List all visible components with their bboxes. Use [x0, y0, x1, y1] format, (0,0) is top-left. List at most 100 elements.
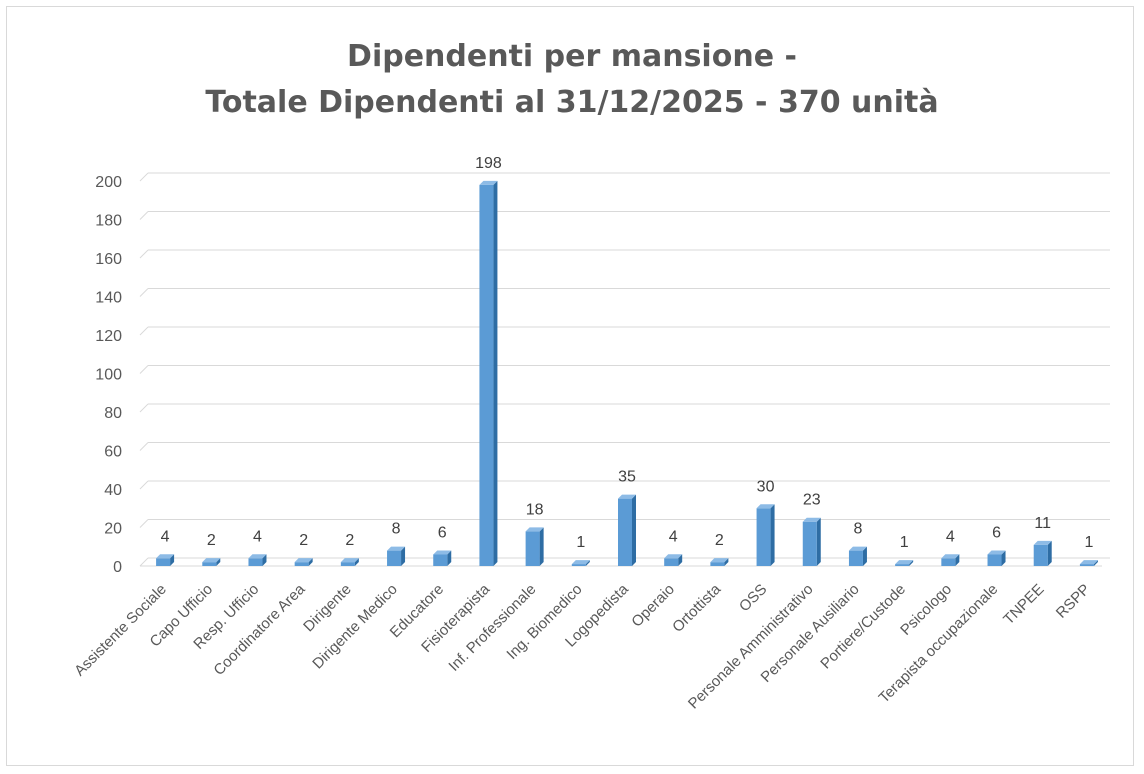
gridline-side-120 [139, 326, 149, 336]
bar-side [816, 517, 821, 566]
gridline-side-200 [139, 172, 149, 182]
bar-15 [848, 546, 867, 566]
data-label: 8 [853, 521, 862, 538]
data-label: 1 [900, 534, 909, 551]
bar-front [941, 558, 956, 566]
bar-side [308, 558, 313, 566]
bar-side [724, 558, 729, 566]
bar-top [340, 558, 359, 563]
bar-front [710, 562, 725, 566]
data-label: 23 [803, 492, 821, 509]
gridline-side-140 [139, 288, 149, 297]
bar-front [802, 521, 817, 566]
data-label: 18 [526, 501, 544, 518]
data-label: 4 [161, 528, 170, 545]
data-label: 1 [1084, 534, 1093, 551]
y-tick-label: 0 [113, 559, 122, 576]
y-tick-label: 200 [95, 174, 122, 191]
bar-12 [710, 558, 729, 566]
bar-front [1079, 564, 1094, 566]
bar-top [202, 558, 221, 563]
bar-top [156, 554, 175, 559]
bar-side [678, 554, 683, 566]
bar-18 [987, 550, 1006, 566]
bar-front [895, 564, 910, 566]
bar-side [1047, 540, 1052, 566]
bar-side [1093, 560, 1098, 566]
chart-frame [6, 6, 1134, 766]
chart-title: Dipendenti per mansione - Totale Dipende… [0, 34, 1144, 126]
bar-front [156, 558, 171, 566]
bar-16 [895, 560, 914, 566]
bar-top [618, 494, 636, 499]
data-label: 4 [669, 528, 678, 545]
bar-front [340, 562, 355, 566]
bar-side [862, 546, 867, 566]
y-tick-label: 60 [104, 444, 122, 461]
bar-side [401, 546, 406, 566]
data-label: 30 [757, 478, 775, 495]
data-label: 11 [1034, 515, 1051, 532]
bar-20 [1079, 560, 1098, 566]
bar-5 [387, 546, 406, 566]
bar-top [1079, 560, 1098, 565]
bar-front [525, 531, 540, 566]
y-tick-label: 180 [95, 213, 122, 230]
bar-7 [479, 180, 498, 566]
x-tick-label: TNPEE [1000, 581, 1047, 628]
bar-top [1033, 540, 1052, 545]
bar-front [664, 558, 679, 566]
bar-front [571, 564, 586, 566]
bar-17 [941, 554, 960, 566]
data-label: 2 [715, 532, 724, 549]
bar-side [1001, 550, 1006, 566]
bar-top [571, 560, 590, 565]
bar-top [802, 517, 821, 522]
data-label: 1 [576, 534, 585, 551]
bar-3 [294, 558, 313, 566]
bar-side [770, 504, 775, 566]
data-label: 2 [207, 532, 216, 549]
y-tick-label: 120 [95, 328, 122, 345]
data-label: 4 [253, 528, 262, 545]
gridline-side-80 [139, 403, 149, 413]
gridline-side-0 [139, 557, 149, 567]
bar-10 [618, 494, 636, 566]
x-tick-label: OSS [736, 581, 770, 615]
bar-side [262, 554, 267, 566]
bar-top [479, 180, 498, 185]
bar-9 [571, 560, 590, 566]
bar-front [294, 562, 309, 566]
gridline-side-60 [139, 442, 149, 451]
bar-top [248, 554, 267, 559]
bar-side [216, 558, 221, 566]
bar-front [756, 508, 771, 566]
bar-side [955, 554, 960, 566]
y-axis: 0 20 40 60 80 100 120 140 160 180 200 [95, 174, 122, 576]
x-tick-label: Dirigente Medico [309, 581, 401, 673]
chart-title-line-1: Dipendenti per mansione - [347, 39, 797, 74]
x-tick-label: Ortottista [669, 580, 725, 636]
bar-14 [802, 517, 821, 566]
bar-top [987, 550, 1006, 555]
bar-13 [756, 504, 775, 566]
gridline-side-180 [139, 211, 149, 220]
y-tick-label: 140 [95, 290, 122, 307]
bar-top [525, 527, 544, 532]
bar-2 [248, 554, 267, 566]
data-label: 4 [946, 528, 955, 545]
bar-1 [202, 558, 221, 566]
data-label: 6 [438, 524, 447, 541]
bar-front [618, 498, 632, 566]
bar-front [479, 184, 494, 566]
bar-top [294, 558, 313, 563]
bar-top [433, 550, 452, 555]
gridline-side-100 [139, 365, 149, 374]
bar-top [756, 504, 775, 509]
bar-6 [433, 550, 452, 566]
bar-top [664, 554, 683, 559]
data-label: 35 [618, 469, 636, 486]
chart-title-line-2: Totale Dipendenti al 31/12/2025 - 370 un… [205, 85, 939, 120]
data-label: 6 [992, 524, 1001, 541]
